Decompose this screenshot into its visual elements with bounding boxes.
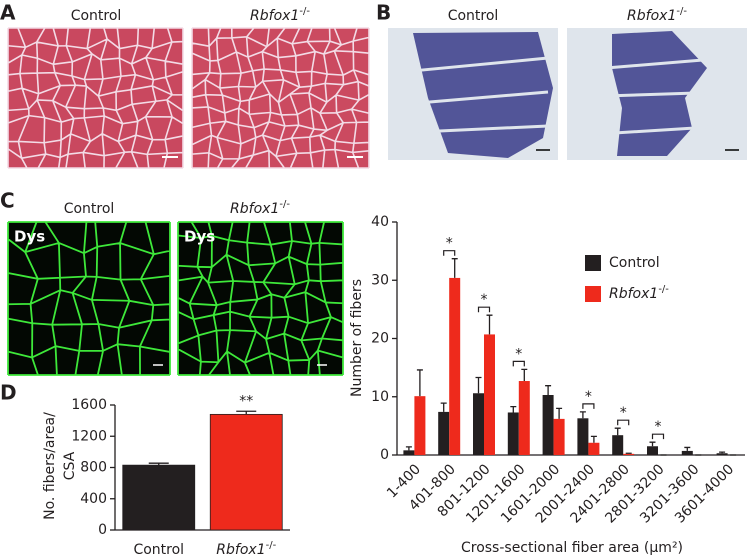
- error-bar: [614, 427, 621, 436]
- bar: [209, 413, 283, 531]
- bar: [623, 453, 635, 455]
- bar: [122, 464, 196, 531]
- panel-label: B: [376, 1, 391, 25]
- bar: [588, 442, 600, 455]
- error-bar: [486, 314, 493, 335]
- fascicle-border: [596, 90, 728, 98]
- significance-star: *: [620, 405, 627, 421]
- error-bar: [719, 451, 726, 454]
- x-tick-label: Control: [133, 542, 184, 558]
- significance-star: *: [515, 346, 522, 362]
- legend-swatch: [585, 286, 601, 302]
- significance-star: *: [481, 292, 488, 308]
- micrographs: [7, 27, 747, 376]
- legend-swatch: [585, 255, 601, 271]
- y-tick-label: 400: [80, 491, 107, 507]
- y-tick-label: 0: [98, 522, 107, 538]
- micrograph: [192, 28, 369, 168]
- x-tick-label: Rbfox1-/-: [216, 540, 276, 559]
- y-tick-label: 800: [80, 460, 107, 476]
- bar: [473, 393, 484, 455]
- significance-bracket: [477, 306, 491, 313]
- y-axis-label: CSA: [62, 451, 78, 480]
- fascicle-border: [596, 124, 728, 136]
- significance-star: *: [446, 236, 453, 252]
- panel-label: A: [0, 1, 16, 25]
- error-bar: [405, 446, 412, 451]
- error-bar: [556, 407, 563, 419]
- significance-star: **: [239, 393, 253, 409]
- bar: [577, 418, 589, 455]
- bar: [612, 435, 624, 455]
- caption: Rbfox1-/-: [230, 199, 290, 218]
- caption: Rbfox1-/-: [627, 6, 687, 25]
- caption: Control: [448, 8, 499, 24]
- error-bar: [475, 376, 482, 394]
- fascicle-border: [596, 56, 728, 71]
- bar: [507, 412, 519, 455]
- cell-membrane: [191, 27, 370, 169]
- y-tick-label: 20: [371, 331, 389, 347]
- caption: Control: [71, 8, 122, 24]
- error-bar: [236, 410, 257, 415]
- y-tick-label: 10: [371, 389, 389, 405]
- y-tick-label: 30: [371, 272, 389, 288]
- error-bar: [521, 368, 528, 382]
- fascicle-border: [417, 124, 549, 134]
- error-bar: [649, 441, 656, 447]
- cell-membrane: [7, 27, 184, 169]
- cell-membrane: [7, 221, 171, 376]
- y-axis-label: Number of fibers: [349, 279, 365, 397]
- error-bar: [625, 452, 632, 454]
- bar: [438, 411, 450, 455]
- fascicle-border: [417, 90, 549, 105]
- stain-label: Dys: [14, 228, 45, 246]
- bar: [542, 395, 554, 455]
- bar: [403, 450, 415, 455]
- panel-label: C: [0, 189, 15, 213]
- error-bar: [510, 406, 517, 413]
- significance-bracket: [582, 403, 595, 409]
- panel-label: D: [0, 381, 17, 405]
- bar: [449, 277, 461, 455]
- error-bar: [416, 369, 423, 397]
- legend-label: Control: [609, 255, 660, 271]
- bar: [647, 446, 658, 455]
- bar: [716, 453, 728, 455]
- caption: Rbfox1-/-: [250, 6, 310, 25]
- error-bar: [440, 402, 447, 412]
- significance-star: *: [655, 419, 662, 435]
- significance-bracket: [512, 360, 525, 367]
- significance-bracket: [651, 433, 665, 440]
- y-tick-label: 1600: [71, 397, 107, 413]
- y-axis-label: No. fibers/area/: [42, 412, 58, 520]
- stain-label: Dys: [184, 228, 215, 246]
- bar: [414, 396, 426, 455]
- micrograph: [8, 28, 183, 168]
- bar: [681, 450, 693, 455]
- x-axis-label: Cross-sectional fiber area (μm²): [461, 540, 683, 556]
- significance-star: *: [585, 389, 592, 405]
- y-tick-label: 0: [380, 447, 389, 463]
- significance-bracket: [443, 250, 456, 256]
- cell-membrane: [177, 221, 344, 376]
- caption: Control: [64, 201, 115, 217]
- error-bar: [148, 462, 169, 466]
- error-bar: [590, 435, 597, 443]
- bar: [484, 334, 495, 455]
- bar: [518, 381, 530, 455]
- fascicle-border: [417, 56, 549, 72]
- bar: [553, 418, 565, 455]
- y-tick-label: 40: [371, 214, 389, 230]
- y-tick-label: 1200: [71, 428, 107, 444]
- significance-bracket: [617, 419, 630, 426]
- error-bar: [684, 446, 691, 451]
- legend-label: Rbfox1-/-: [609, 284, 669, 303]
- error-bar: [451, 258, 458, 278]
- error-bar: [545, 385, 552, 396]
- error-bar: [579, 411, 586, 419]
